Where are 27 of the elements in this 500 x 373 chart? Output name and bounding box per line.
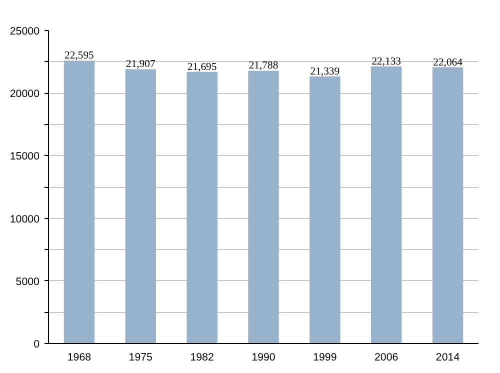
data-label: 21,695: [187, 62, 217, 73]
y-tick-label: 25000: [10, 26, 40, 38]
x-tick-label: 1975: [128, 352, 153, 364]
bar: [432, 67, 464, 344]
y-tick-label: 15000: [10, 150, 40, 163]
data-label: 22,595: [64, 50, 94, 62]
x-tick-label: 2014: [436, 352, 460, 364]
x-tick-label: 1968: [67, 352, 92, 364]
data-label: 22,064: [433, 57, 464, 68]
y-tick-label: 5000: [16, 276, 40, 288]
bar: [186, 72, 218, 344]
data-label: 22,133: [372, 56, 402, 68]
bar: [64, 60, 95, 344]
x-tick-label: 1990: [252, 352, 276, 364]
x-tick-label: 2006: [374, 352, 398, 364]
y-tick-label: 0: [34, 338, 40, 350]
x-tick-label: 1982: [190, 352, 214, 364]
data-label: 21,907: [126, 59, 156, 70]
bar: [248, 70, 279, 344]
data-label: 21,339: [310, 66, 340, 78]
y-tick-label: 20000: [10, 88, 40, 100]
data-label: 21,788: [248, 60, 278, 72]
bar: [310, 76, 340, 344]
y-tick-label: 10000: [10, 213, 40, 226]
x-tick-label: 1999: [313, 352, 337, 364]
bar: [371, 66, 402, 344]
bar: [125, 69, 156, 344]
